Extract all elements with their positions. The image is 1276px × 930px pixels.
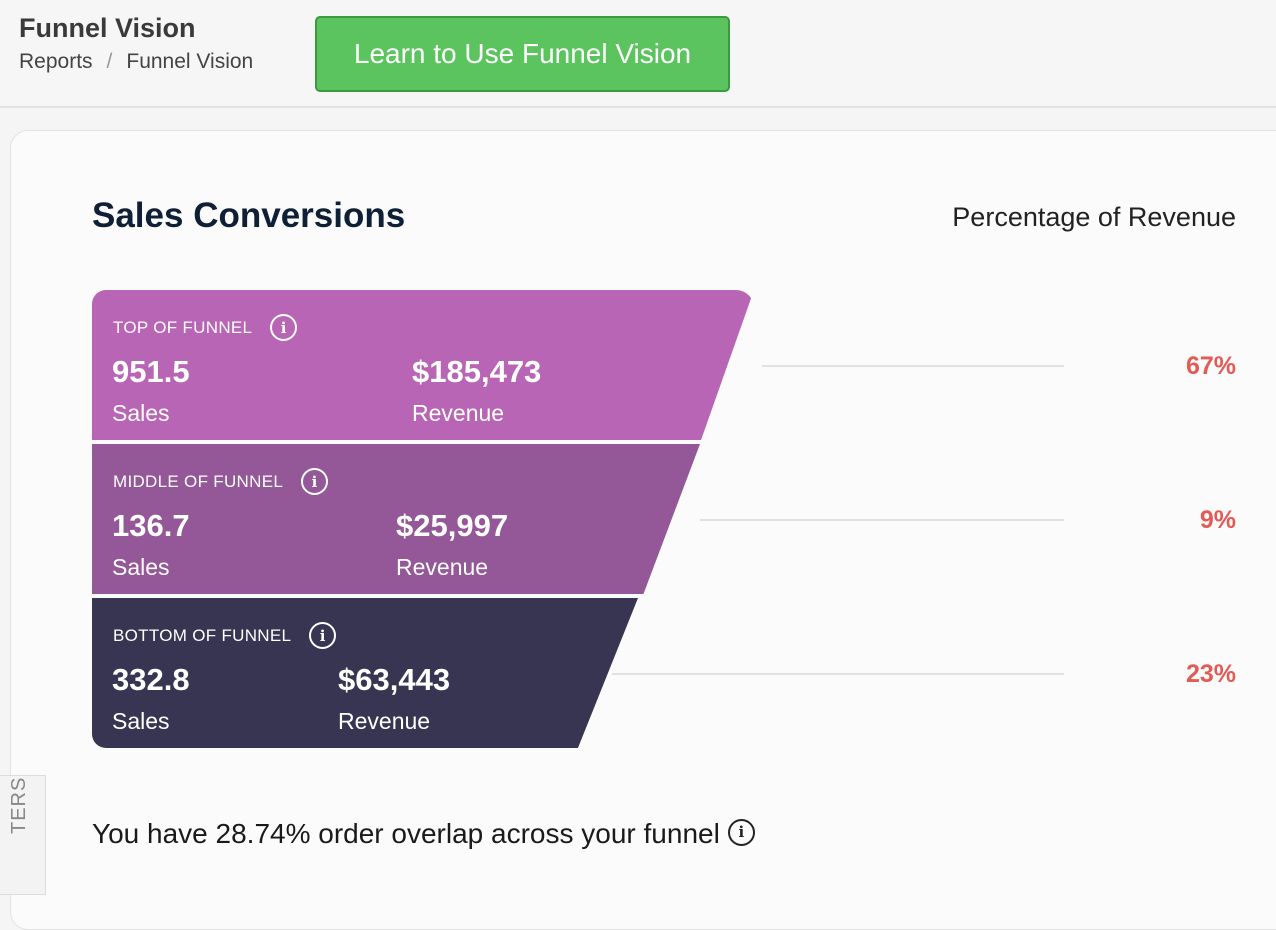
stage-label: MIDDLE OF FUNNEL i bbox=[113, 468, 329, 495]
page-title: Funnel Vision bbox=[19, 13, 196, 43]
stage-label-text: MIDDLE OF FUNNEL bbox=[113, 471, 284, 491]
filters-tab-label: TERS bbox=[8, 776, 30, 834]
filters-tab[interactable]: TERS bbox=[0, 775, 46, 895]
funnel-stage-middle: MIDDLE OF FUNNEL i 136.7 Sales $25,997 R… bbox=[92, 444, 700, 594]
info-icon[interactable]: i bbox=[727, 818, 755, 846]
stage-label: BOTTOM OF FUNNEL i bbox=[113, 622, 337, 649]
section-title: Sales Conversions bbox=[92, 196, 406, 235]
sales-value: 332.8 bbox=[112, 662, 190, 697]
overlap-text: You have 28.74% order overlap across you… bbox=[92, 818, 720, 849]
funnel-stage-top: TOP OF FUNNEL i 951.5 Sales $185,473 Rev… bbox=[92, 290, 754, 440]
percentage-middle: 9% bbox=[1199, 506, 1236, 534]
percentage-guide-line bbox=[612, 673, 1064, 675]
sales-label: Sales bbox=[112, 708, 170, 734]
percentage-heading: Percentage of Revenue bbox=[952, 202, 1236, 232]
info-icon[interactable]: i bbox=[301, 468, 329, 495]
breadcrumb-current: Funnel Vision bbox=[126, 50, 254, 73]
revenue-label: Revenue bbox=[338, 708, 431, 734]
breadcrumb-reports[interactable]: Reports bbox=[19, 50, 93, 73]
stage-label-text: TOP OF FUNNEL bbox=[113, 317, 253, 337]
sales-label: Sales bbox=[112, 400, 170, 426]
sales-label: Sales bbox=[112, 554, 170, 580]
breadcrumb: Reports / Funnel Vision bbox=[19, 50, 253, 74]
info-icon[interactable]: i bbox=[270, 314, 298, 341]
overlap-summary: You have 28.74% order overlap across you… bbox=[92, 818, 755, 850]
revenue-value: $63,443 bbox=[338, 662, 451, 697]
stage-label-text: BOTTOM OF FUNNEL bbox=[113, 625, 292, 645]
sales-value: 136.7 bbox=[112, 508, 190, 543]
breadcrumb-separator: / bbox=[106, 50, 113, 73]
revenue-value: $25,997 bbox=[396, 508, 509, 543]
sales-value: 951.5 bbox=[112, 354, 190, 389]
percentage-guide-line bbox=[700, 519, 1064, 521]
info-icon[interactable]: i bbox=[309, 622, 337, 649]
percentage-bottom: 23% bbox=[1185, 660, 1236, 688]
revenue-label: Revenue bbox=[396, 554, 489, 580]
stage-label: TOP OF FUNNEL i bbox=[113, 314, 298, 341]
percentage-top: 67% bbox=[1185, 352, 1236, 380]
top-bar: Funnel Vision Reports / Funnel Vision Lear… bbox=[0, 0, 1276, 108]
percentage-guide-line bbox=[762, 365, 1064, 367]
revenue-value: $185,473 bbox=[412, 354, 542, 389]
learn-funnel-vision-button[interactable]: Learn to Use Funnel Vision bbox=[315, 16, 730, 92]
revenue-label: Revenue bbox=[412, 400, 505, 426]
funnel-stage-bottom: BOTTOM OF FUNNEL i 332.8 Sales $63,443 R… bbox=[92, 598, 638, 748]
